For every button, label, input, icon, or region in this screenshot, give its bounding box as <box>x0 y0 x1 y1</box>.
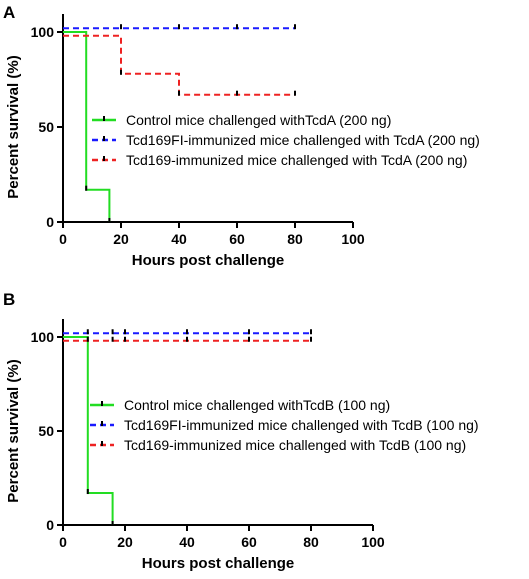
x-axis-title: Hours post challenge <box>142 555 295 572</box>
y-tick-label: 100 <box>31 329 55 345</box>
x-tick-label: 100 <box>361 534 385 550</box>
x-tick-label: 80 <box>287 231 303 247</box>
legend-label: Control mice challenged withTcdB (100 ng… <box>124 397 390 413</box>
panel-letter: B <box>3 290 15 309</box>
x-tick-label: 40 <box>179 534 195 550</box>
series-line-1 <box>63 336 114 525</box>
legend-label: Tcd169FI-immunized mice challenged with … <box>126 132 480 148</box>
series-line-1 <box>63 31 111 222</box>
y-tick-label: 50 <box>38 119 54 135</box>
x-tick-label: 20 <box>113 231 129 247</box>
y-tick-label: 50 <box>38 423 54 439</box>
legend-label: Tcd169FI-immunized mice challenged with … <box>124 417 479 433</box>
y-axis-title: Percent survival (%) <box>5 359 22 502</box>
chart-panel-b: B 0 20 40 60 80 100 0 50 100 Hours post challenge P… <box>3 290 479 572</box>
legend-label: Tcd169-immunized mice challenged with Tc… <box>124 437 466 453</box>
x-tick-label: 60 <box>229 231 245 247</box>
legend-label: Tcd169-immunized mice challenged with Tc… <box>126 152 467 168</box>
series-line-3 <box>63 34 295 96</box>
y-axis-title: Percent survival (%) <box>5 55 22 198</box>
x-tick-label: 0 <box>59 534 67 550</box>
legend-label: Control mice challenged withTcdA (200 ng… <box>126 112 391 128</box>
x-tick-label: 80 <box>303 534 319 550</box>
panel-letter: A <box>3 3 15 22</box>
x-tick-label: 20 <box>117 534 133 550</box>
x-axis-title: Hours post challenge <box>132 252 285 269</box>
x-tick-label: 60 <box>241 534 257 550</box>
y-tick-label: 0 <box>46 214 54 230</box>
y-tick-label: 0 <box>46 517 54 533</box>
y-tick-label: 100 <box>31 24 55 40</box>
chart-panel-a: A 0 20 40 60 80 100 0 50 100 Hours post challenge P… <box>3 3 480 269</box>
x-tick-label: 0 <box>59 231 67 247</box>
x-tick-label: 100 <box>341 231 365 247</box>
x-tick-label: 40 <box>171 231 187 247</box>
